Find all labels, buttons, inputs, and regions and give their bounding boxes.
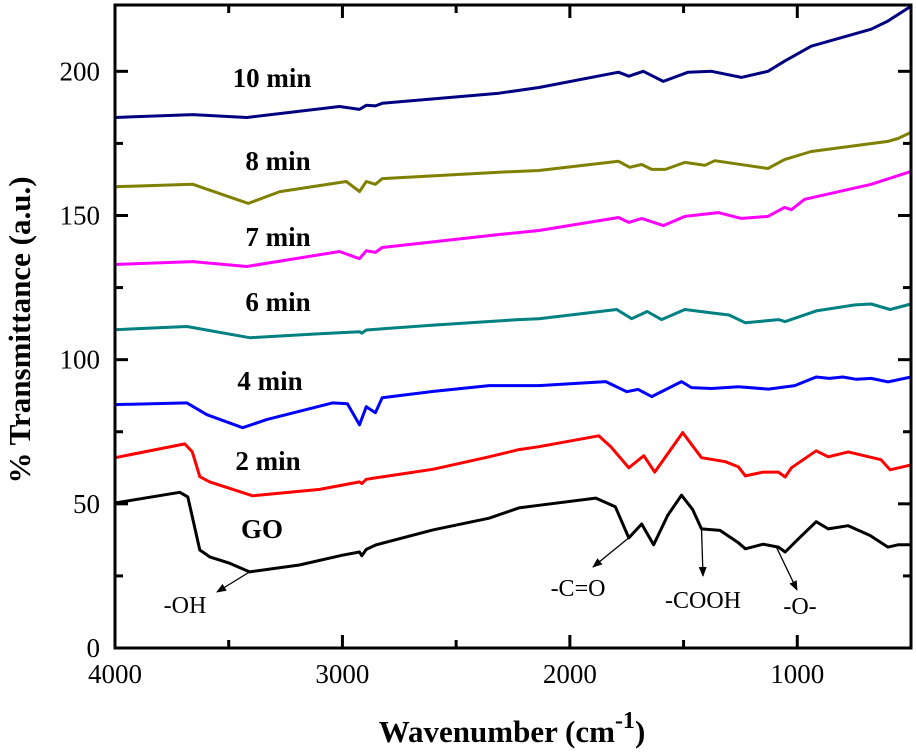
series-line-go: [114, 490, 911, 574]
series-line-10-min: [114, 4, 912, 119]
y-tick-label: 200: [60, 56, 101, 86]
annotation-arrow: [775, 546, 798, 591]
annotation-layer: -OH -C=O -COOH -O-: [164, 528, 817, 620]
tick-layer: 4000 3000 2000 1000 0 50 100 150 200: [60, 5, 913, 689]
x-tick-label: 2000: [543, 659, 597, 689]
y-tick-label: 50: [73, 489, 100, 519]
series-line-6-min: [114, 302, 912, 340]
series-label-10-min: 10 min: [233, 63, 312, 93]
series-label-go: GO: [241, 514, 283, 544]
annotation-label: -C=O: [551, 576, 606, 602]
x-axis-title: Wavenumber (cm-1): [379, 708, 646, 749]
series-label-6-min: 6 min: [245, 287, 310, 317]
annotation-label: -COOH: [665, 588, 741, 614]
series-label-2-min: 2 min: [235, 446, 300, 476]
x-axis-title-superscript: -1: [615, 708, 635, 734]
annotation-label: -O-: [783, 594, 816, 620]
annotation-arrow: [698, 528, 707, 577]
series-label-8-min: 8 min: [245, 146, 310, 176]
series-line-8-min: [114, 131, 912, 205]
x-axis-title-main: Wavenumber (cm: [379, 714, 615, 749]
annotation-arrow: [592, 537, 630, 568]
y-tick-label: 0: [87, 633, 101, 663]
x-tick-label: 1000: [770, 659, 824, 689]
x-axis-title-close: ): [635, 714, 645, 749]
annotation-label: -OH: [164, 593, 207, 619]
series-line-7-min: [114, 169, 912, 268]
series-label-7-min: 7 min: [245, 222, 310, 252]
plot-frame: [113, 3, 913, 650]
series-label-layer: GO 2 min 4 min 6 min 7 min 8 min 10 min: [233, 63, 312, 544]
series-label-4-min: 4 min: [237, 366, 302, 396]
annotation-arrow: [216, 571, 250, 593]
y-axis-title: % Transmittance (a.u.): [2, 176, 37, 483]
y-tick-label: 150: [60, 200, 101, 230]
series-line-2-min: [114, 431, 912, 498]
x-tick-label: 4000: [88, 659, 142, 689]
y-tick-label: 100: [60, 345, 101, 375]
series-line-4-min: [114, 375, 912, 430]
series-layer: [114, 4, 912, 574]
x-tick-label: 3000: [315, 659, 369, 689]
